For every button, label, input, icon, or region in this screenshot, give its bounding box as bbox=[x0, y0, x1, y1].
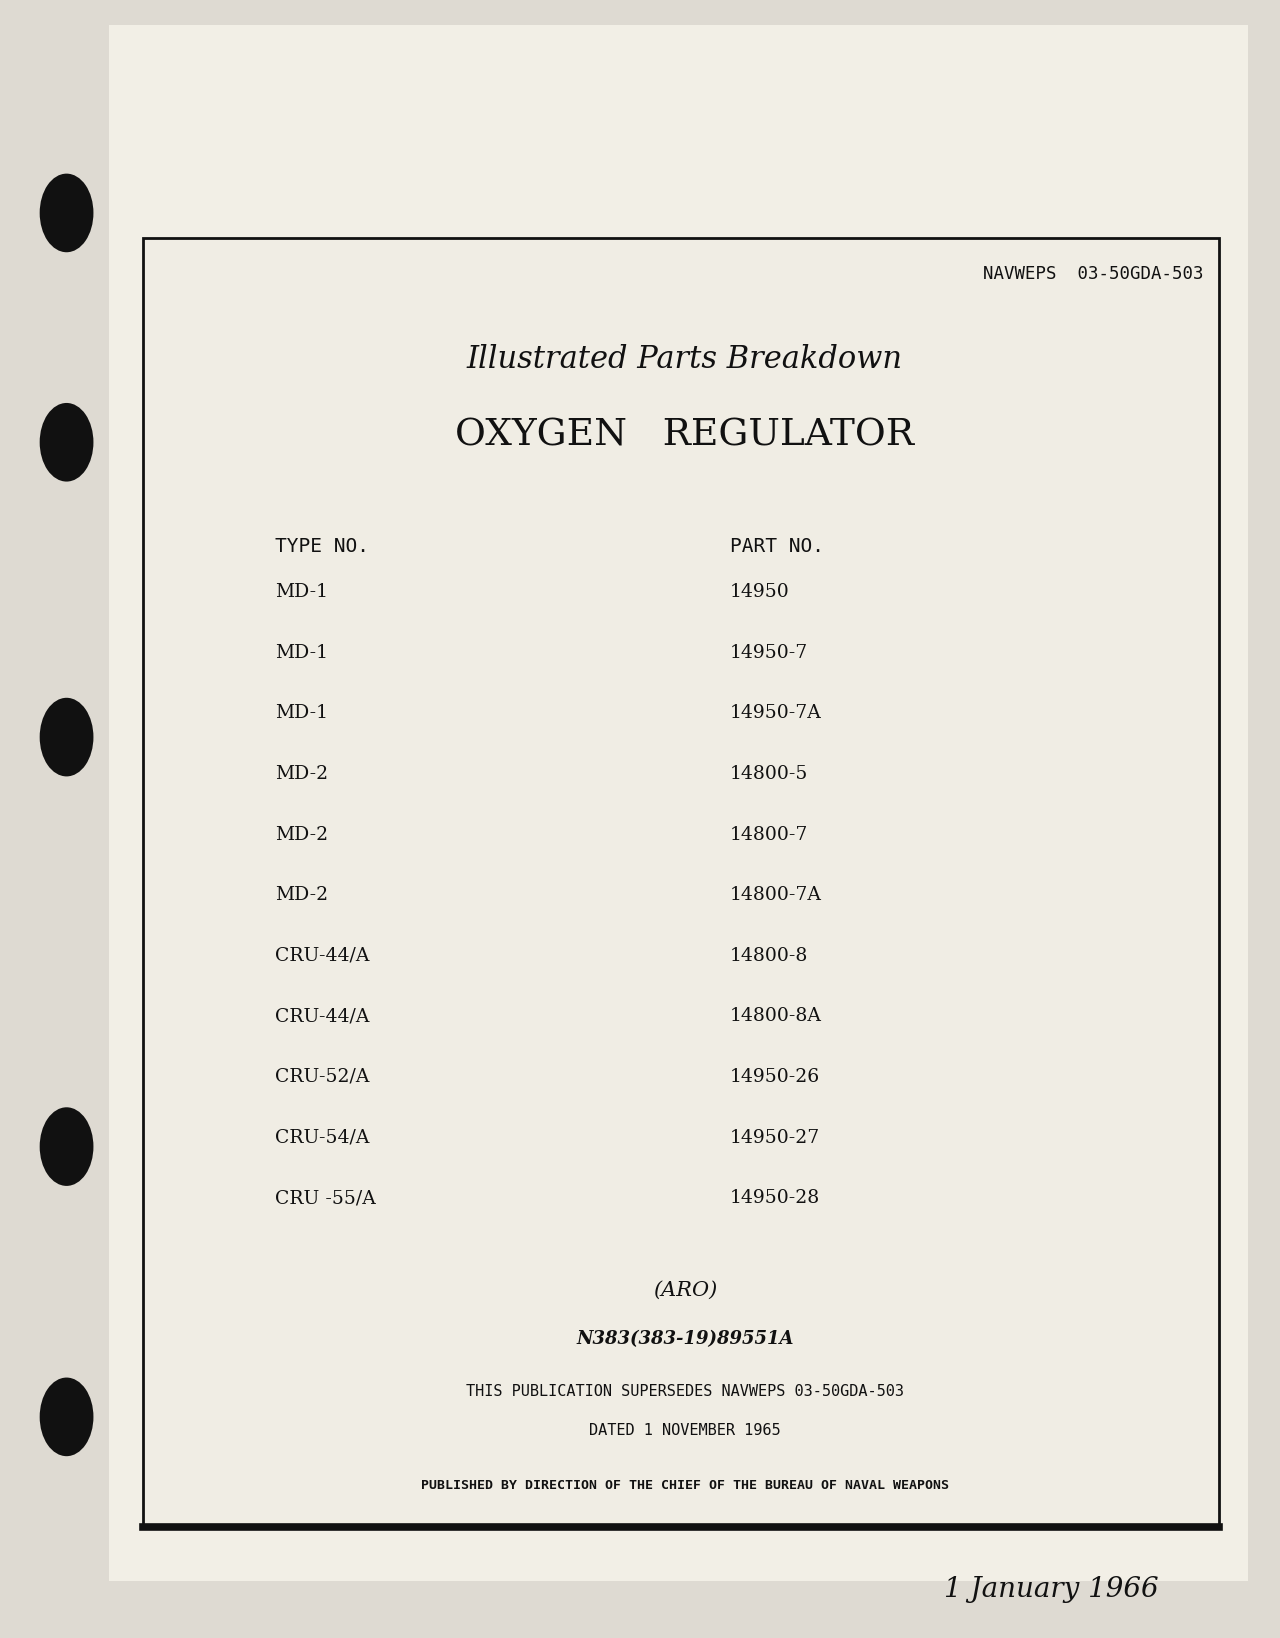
Text: 14800-7: 14800-7 bbox=[730, 826, 808, 844]
Text: 14800-7A: 14800-7A bbox=[730, 886, 822, 904]
Text: 14950-27: 14950-27 bbox=[730, 1129, 820, 1147]
Text: CRU -55/A: CRU -55/A bbox=[275, 1189, 376, 1207]
Text: 14800-8: 14800-8 bbox=[730, 947, 808, 965]
Text: PUBLISHED BY DIRECTION OF THE CHIEF OF THE BUREAU OF NAVAL WEAPONS: PUBLISHED BY DIRECTION OF THE CHIEF OF T… bbox=[421, 1479, 948, 1492]
Text: 14950-28: 14950-28 bbox=[730, 1189, 820, 1207]
Text: PART NO.: PART NO. bbox=[730, 537, 823, 557]
Text: 14950-7: 14950-7 bbox=[730, 644, 808, 662]
FancyBboxPatch shape bbox=[109, 25, 1248, 1581]
Text: NAVWEPS  03-50GDA-503: NAVWEPS 03-50GDA-503 bbox=[983, 265, 1203, 283]
Text: MD-1: MD-1 bbox=[275, 644, 328, 662]
Ellipse shape bbox=[40, 403, 93, 482]
Text: 1 January 1966: 1 January 1966 bbox=[943, 1576, 1158, 1602]
Text: Illustrated Parts Breakdown: Illustrated Parts Breakdown bbox=[467, 344, 902, 375]
Text: 14800-8A: 14800-8A bbox=[730, 1007, 822, 1025]
Text: MD-2: MD-2 bbox=[275, 765, 329, 783]
Text: CRU-54/A: CRU-54/A bbox=[275, 1129, 370, 1147]
Text: THIS PUBLICATION SUPERSEDES NAVWEPS 03-50GDA-503: THIS PUBLICATION SUPERSEDES NAVWEPS 03-5… bbox=[466, 1384, 904, 1399]
Ellipse shape bbox=[40, 1378, 93, 1456]
Ellipse shape bbox=[40, 1107, 93, 1186]
Text: DATED 1 NOVEMBER 1965: DATED 1 NOVEMBER 1965 bbox=[589, 1423, 781, 1438]
Text: (ARO): (ARO) bbox=[653, 1281, 717, 1301]
Text: MD-1: MD-1 bbox=[275, 583, 328, 601]
Text: N383(383-19)89551A: N383(383-19)89551A bbox=[576, 1330, 794, 1348]
Text: MD-2: MD-2 bbox=[275, 886, 329, 904]
Text: OXYGEN   REGULATOR: OXYGEN REGULATOR bbox=[456, 418, 914, 454]
Text: MD-2: MD-2 bbox=[275, 826, 329, 844]
Text: 14950-26: 14950-26 bbox=[730, 1068, 819, 1086]
Text: 14950-7A: 14950-7A bbox=[730, 704, 822, 722]
Ellipse shape bbox=[40, 698, 93, 776]
Text: 14800-5: 14800-5 bbox=[730, 765, 808, 783]
Text: MD-1: MD-1 bbox=[275, 704, 328, 722]
Ellipse shape bbox=[40, 174, 93, 252]
FancyBboxPatch shape bbox=[143, 238, 1219, 1527]
Text: TYPE NO.: TYPE NO. bbox=[275, 537, 369, 557]
Text: CRU-44/A: CRU-44/A bbox=[275, 947, 370, 965]
Text: 14950: 14950 bbox=[730, 583, 790, 601]
Text: CRU-52/A: CRU-52/A bbox=[275, 1068, 370, 1086]
Text: CRU-44/A: CRU-44/A bbox=[275, 1007, 370, 1025]
